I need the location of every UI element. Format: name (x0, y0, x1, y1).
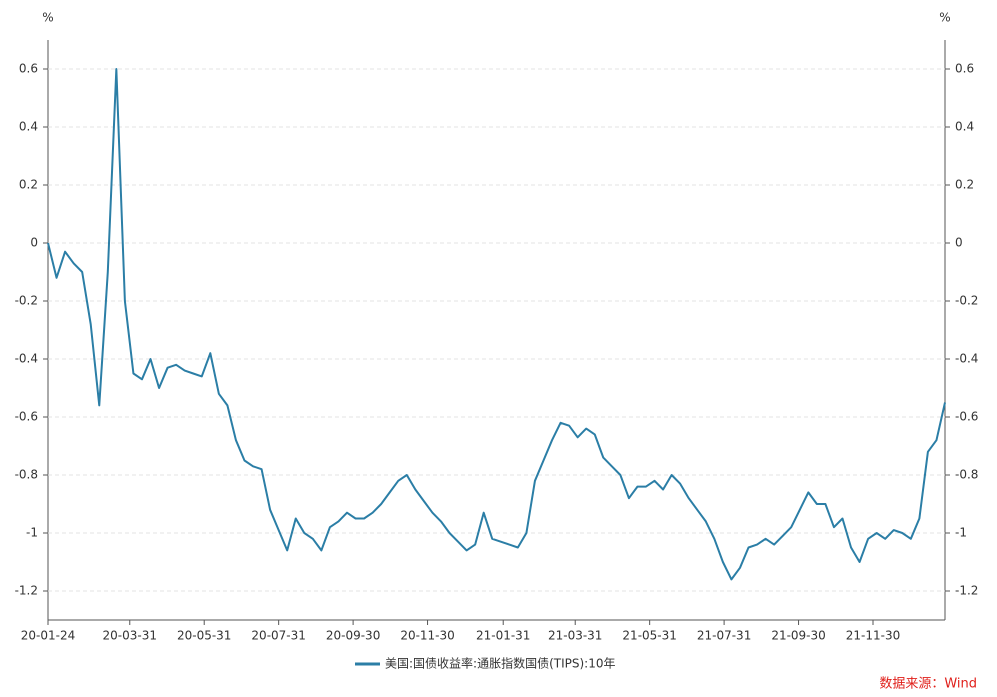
y-tick-label: -0.2 (15, 294, 38, 308)
x-tick-label: 20-11-30 (400, 629, 454, 643)
y-tick-label: 0.2 (19, 178, 38, 192)
x-tick-label: 21-03-31 (548, 629, 602, 643)
y-tick-label: -0.6 (15, 410, 38, 424)
series-line (47, 68, 946, 581)
x-tick-label: 20-07-31 (251, 629, 305, 643)
x-tick-label: 21-11-30 (846, 629, 900, 643)
source: 数据来源：Wind (879, 677, 977, 692)
y-tick-label: -1.2 (15, 584, 38, 598)
x-tick-label: 21-01-31 (476, 629, 530, 643)
legend-label: 美国:国债收益率:通胀指数国债(TIPS):10年 (385, 656, 616, 671)
y2-tick-label: -1 (955, 526, 967, 540)
y-tick-label: -1 (26, 526, 38, 540)
x-tick-label: 21-07-31 (697, 629, 751, 643)
y2-tick-label: 0.2 (955, 178, 974, 192)
y2-tick-label: -0.4 (955, 352, 978, 366)
x-tick-label: 20-03-31 (103, 629, 157, 643)
x-tick-label: 21-05-31 (622, 629, 676, 643)
y2-tick-label: 0.6 (955, 62, 974, 76)
y2-tick-label: -0.8 (955, 468, 978, 482)
x-tick-label: 20-05-31 (177, 629, 231, 643)
y-tick-label: -0.8 (15, 468, 38, 482)
y-tick-label: 0.6 (19, 62, 38, 76)
y2-unit: % (939, 11, 950, 25)
y2-tick-label: -1.2 (955, 584, 978, 598)
x-tick-label: 20-09-30 (326, 629, 380, 643)
y-tick-label: -0.4 (15, 352, 38, 366)
y2-tick-label: -0.2 (955, 294, 978, 308)
x-tick-label: 20-01-24 (21, 629, 75, 643)
y2-tick-label: 0.4 (955, 120, 974, 134)
x-tick-label: 21-09-30 (771, 629, 825, 643)
y-tick-label: 0 (30, 236, 38, 250)
y-tick-label: 0.4 (19, 120, 38, 134)
y2-tick-label: 0 (955, 236, 963, 250)
y-unit: % (42, 11, 53, 25)
y2-tick-label: -0.6 (955, 410, 978, 424)
